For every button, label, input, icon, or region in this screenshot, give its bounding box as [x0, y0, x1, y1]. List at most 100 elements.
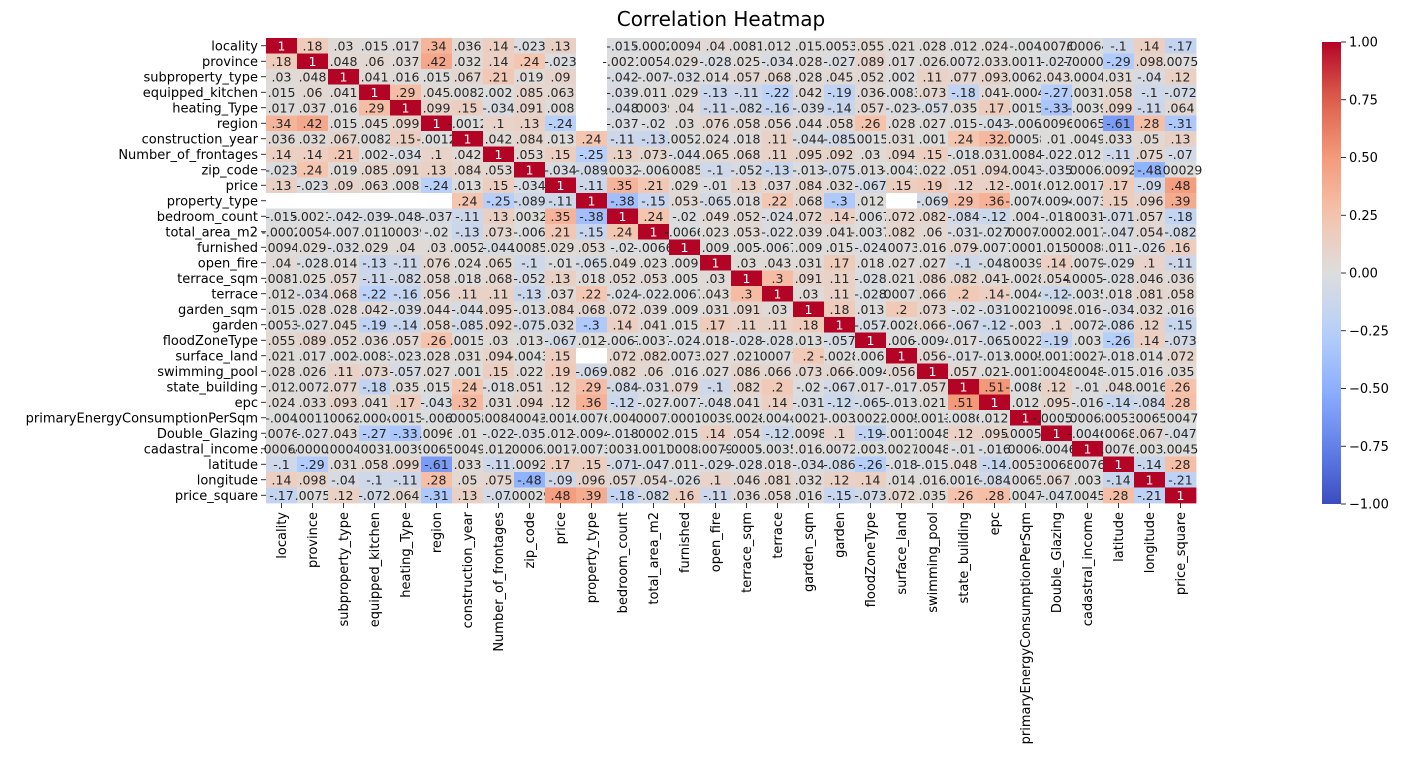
heatmap-cell	[545, 100, 577, 116]
heatmap-cell	[638, 239, 670, 256]
heatmap-cell-label: .39	[1171, 193, 1191, 208]
heatmap-cell	[886, 270, 918, 287]
heatmap-cell-label: .029	[671, 178, 699, 193]
heatmap-cell-label: -.11	[610, 131, 634, 146]
heatmap-cell-label: -.17	[1168, 38, 1192, 53]
heatmap-cell	[700, 239, 732, 256]
row-tick-label: property_type	[167, 194, 258, 209]
heatmap-cell-label: -.028	[296, 255, 328, 270]
row-tick-label: Double_Glazing	[157, 427, 258, 442]
heatmap-cell	[762, 239, 794, 256]
heatmap-cell-label: -.031	[637, 379, 669, 394]
heatmap-cell	[886, 69, 918, 85]
heatmap-cell-label: -.15	[827, 488, 851, 503]
heatmap-cell-label: -.057	[823, 333, 855, 348]
heatmap-cell-label: -.013	[513, 302, 545, 317]
heatmap-cell-label: -.26	[858, 457, 882, 472]
heatmap-cell-label: .041	[981, 271, 1009, 286]
heatmap-cell-label: .0052	[667, 131, 703, 146]
heatmap-cell-label: -.02	[424, 224, 448, 239]
heatmap-cell	[1010, 270, 1042, 287]
heatmap-cell-label: .0076	[264, 426, 300, 441]
heatmap-cell	[731, 255, 763, 271]
heatmap-cell-label: .0085	[667, 162, 703, 177]
heatmap-cell	[576, 131, 608, 147]
row-labels: localityprovincesubproperty_typeequipped…	[26, 39, 266, 504]
heatmap-cell-label: .017	[950, 333, 978, 348]
heatmap-cell-label: -.037	[420, 209, 452, 224]
heatmap-cell-label: .065	[485, 255, 513, 270]
heatmap-cell	[359, 131, 391, 147]
heatmap-cell-label: .1	[1051, 317, 1063, 332]
heatmap-cell	[917, 162, 949, 178]
row-tick-label: open_fire	[198, 256, 258, 271]
heatmap-cell-label: -.1	[273, 457, 289, 472]
heatmap-cell-label: -.14	[1106, 395, 1130, 410]
heatmap-cell-label: .015	[361, 38, 389, 53]
heatmap-cell-label: .12	[954, 178, 974, 193]
heatmap-cell	[886, 131, 918, 147]
heatmap-cell-label: .045	[330, 317, 358, 332]
heatmap-cell	[483, 146, 515, 163]
heatmap-cell	[824, 84, 856, 101]
heatmap-cell-empty	[576, 348, 608, 364]
heatmap-cell-label: .011	[640, 85, 668, 100]
heatmap-cell-label: -.015	[916, 457, 948, 472]
row-tick-label: price	[226, 179, 258, 194]
heatmap-cell	[700, 270, 732, 287]
heatmap-cell-label: .06	[644, 364, 664, 379]
heatmap-cell-label: .035	[950, 100, 978, 115]
column-tick-label: zip_code	[523, 512, 538, 569]
heatmap-cell-label: .053	[485, 162, 513, 177]
heatmap-cell	[1072, 115, 1104, 132]
heatmap-cell-label: .0096	[419, 426, 455, 441]
heatmap-cell-label: 1	[619, 209, 627, 224]
heatmap-cell-label: -.48	[517, 472, 541, 487]
heatmap-cell-label: .028	[795, 54, 823, 69]
heatmap-cell-label: .39	[582, 488, 602, 503]
heatmap-cell	[1010, 224, 1042, 240]
heatmap-cell-label: .003	[1136, 441, 1164, 456]
heatmap-cell	[1010, 131, 1042, 147]
heatmap-cell	[421, 177, 453, 194]
heatmap-cell-label: .14	[861, 472, 881, 487]
heatmap-cell	[390, 38, 422, 54]
heatmap-cell	[483, 286, 515, 302]
heatmap-cell-label: .018	[1105, 286, 1133, 301]
heatmap-cell-label: -.027	[978, 224, 1010, 239]
heatmap-cell	[545, 84, 577, 101]
column-tick-label: furnished	[678, 512, 693, 573]
heatmap-cell-label: -.17	[269, 488, 293, 503]
heatmap-cell-label: .42	[303, 116, 323, 131]
heatmap-cell-label: -.02	[672, 209, 696, 224]
heatmap-cell	[824, 286, 856, 302]
heatmap-cell	[1134, 239, 1166, 256]
heatmap-cell-label: .0048	[915, 426, 951, 441]
heatmap-cell	[824, 115, 856, 132]
heatmap-cell-label: .036	[857, 85, 885, 100]
heatmap-cell	[1072, 208, 1104, 225]
heatmap-cell	[793, 115, 825, 132]
heatmap-cell	[1041, 193, 1073, 209]
heatmap-cell-label: .055	[268, 333, 296, 348]
heatmap-cell-label: -.067	[544, 333, 576, 348]
heatmap-cell	[452, 255, 484, 271]
heatmap-cell	[1103, 255, 1135, 271]
heatmap-cell	[576, 224, 608, 240]
heatmap-cell	[483, 131, 515, 147]
heatmap-cell	[1010, 177, 1042, 194]
heatmap-cell	[1041, 53, 1073, 70]
heatmap-cell	[1103, 100, 1135, 116]
column-tick-label: heating_Type	[399, 512, 414, 598]
heatmap-cell-label: -.16	[393, 286, 417, 301]
heatmap-cell	[545, 53, 577, 70]
heatmap-cell-label: .17	[1109, 178, 1129, 193]
heatmap-cell-label: -.1	[1110, 38, 1126, 53]
heatmap-cell-label: -.089	[513, 193, 545, 208]
heatmap-cell	[824, 208, 856, 225]
heatmap-cell	[1134, 100, 1166, 116]
heatmap-cell	[638, 69, 670, 85]
heatmap-cell-label: -.1	[1141, 85, 1157, 100]
heatmap-cell-label: 1	[712, 255, 720, 270]
heatmap-cell	[328, 146, 360, 163]
